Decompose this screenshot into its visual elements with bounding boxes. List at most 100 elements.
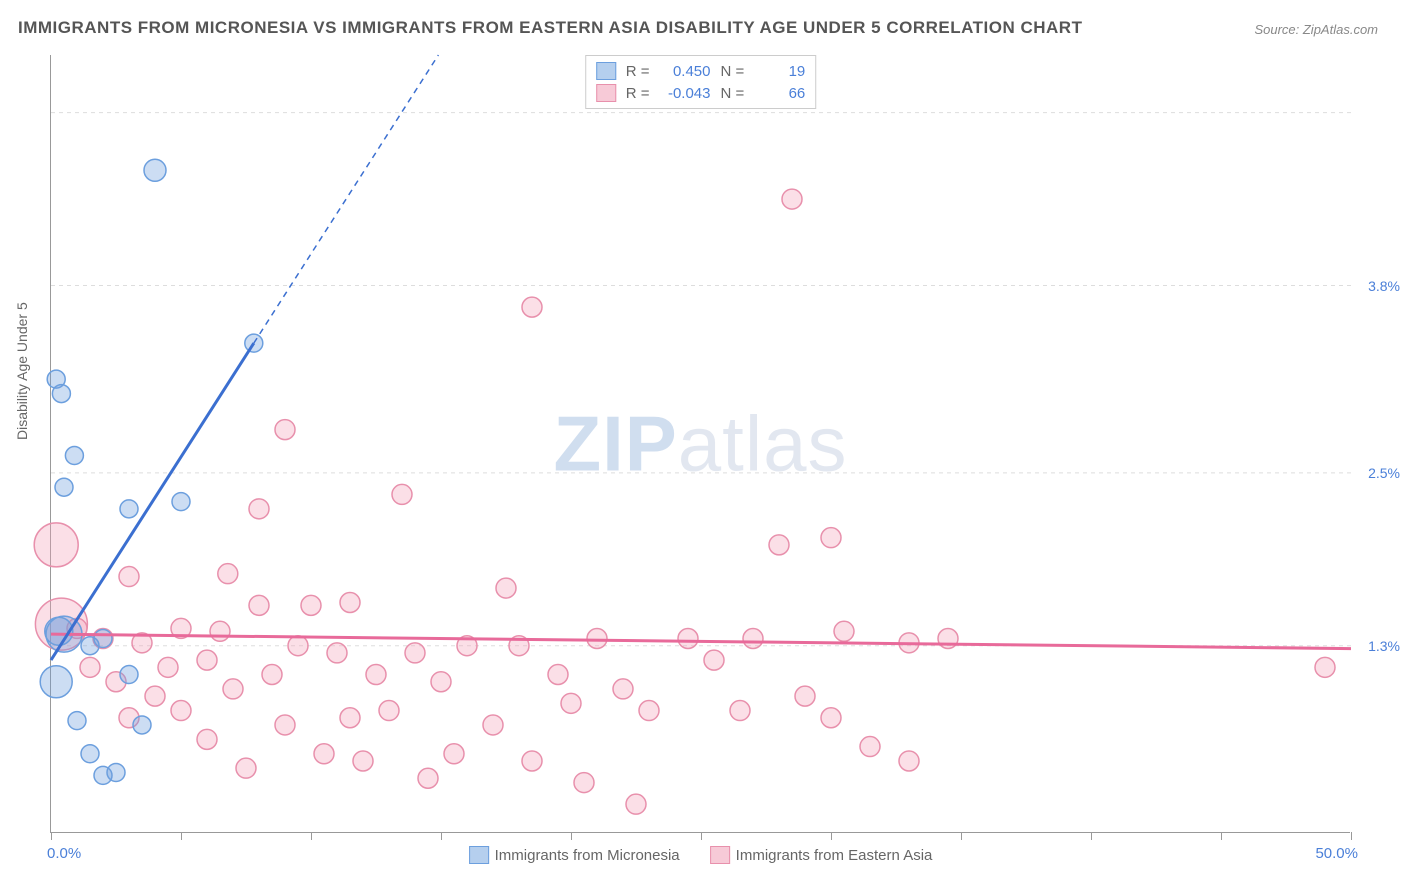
data-point <box>405 643 425 663</box>
legend-item-micronesia: Immigrants from Micronesia <box>469 846 680 864</box>
data-point <box>496 578 516 598</box>
data-point <box>262 665 282 685</box>
data-point <box>94 630 112 648</box>
data-point <box>327 643 347 663</box>
n-value: 19 <box>750 63 805 80</box>
x-axis-min: 0.0% <box>47 845 81 862</box>
data-point <box>172 493 190 511</box>
data-point <box>314 744 334 764</box>
x-tick <box>701 832 702 840</box>
data-point <box>704 650 724 670</box>
x-tick <box>1221 832 1222 840</box>
legend-label: Immigrants from Micronesia <box>495 847 680 864</box>
data-point <box>613 679 633 699</box>
data-point <box>81 745 99 763</box>
data-point <box>144 159 166 181</box>
data-point <box>860 737 880 757</box>
y-tick-label: 3.8% <box>1368 278 1400 294</box>
data-point <box>68 712 86 730</box>
data-point <box>626 794 646 814</box>
n-label: N = <box>721 85 745 102</box>
data-point <box>55 478 73 496</box>
data-point <box>340 592 360 612</box>
data-point <box>171 701 191 721</box>
data-point <box>392 484 412 504</box>
data-point <box>80 657 100 677</box>
data-point <box>120 500 138 518</box>
data-point <box>218 564 238 584</box>
data-point <box>587 629 607 649</box>
data-point <box>210 621 230 641</box>
data-point <box>275 715 295 735</box>
y-tick-label: 2.5% <box>1368 465 1400 481</box>
data-point <box>639 701 659 721</box>
x-tick <box>441 832 442 840</box>
data-point <box>288 636 308 656</box>
y-tick-label: 1.3% <box>1368 638 1400 654</box>
data-point <box>119 567 139 587</box>
data-point <box>223 679 243 699</box>
data-point <box>834 621 854 641</box>
trend-line <box>254 55 439 343</box>
data-point <box>418 768 438 788</box>
x-tick <box>831 832 832 840</box>
trend-line <box>51 343 254 660</box>
data-point <box>1315 657 1335 677</box>
data-point <box>483 715 503 735</box>
x-tick <box>51 832 52 840</box>
x-tick <box>571 832 572 840</box>
data-point <box>522 297 542 317</box>
data-point <box>301 595 321 615</box>
trend-line <box>51 634 1351 648</box>
chart-title: IMMIGRANTS FROM MICRONESIA VS IMMIGRANTS… <box>18 18 1082 38</box>
legend-label: Immigrants from Eastern Asia <box>736 847 933 864</box>
data-point <box>821 528 841 548</box>
r-value: 0.450 <box>656 63 711 80</box>
x-tick <box>961 832 962 840</box>
data-point <box>743 629 763 649</box>
data-point <box>107 763 125 781</box>
data-point <box>444 744 464 764</box>
data-point <box>821 708 841 728</box>
data-point <box>249 595 269 615</box>
data-point <box>561 693 581 713</box>
data-point <box>197 729 217 749</box>
data-point <box>158 657 178 677</box>
data-point <box>730 701 750 721</box>
correlation-legend: R = 0.450 N = 19 R = -0.043 N = 66 <box>585 55 817 109</box>
gridlines <box>51 113 1351 646</box>
swatch-pink-icon <box>596 84 616 102</box>
r-value: -0.043 <box>656 85 711 102</box>
data-point <box>574 773 594 793</box>
swatch-blue-icon <box>596 62 616 80</box>
data-point <box>120 666 138 684</box>
pink-series <box>34 189 1335 814</box>
data-point <box>431 672 451 692</box>
x-tick <box>1091 832 1092 840</box>
data-point <box>275 420 295 440</box>
data-point <box>145 686 165 706</box>
r-label: R = <box>626 63 650 80</box>
legend-row-pink: R = -0.043 N = 66 <box>596 82 806 104</box>
data-point <box>52 385 70 403</box>
data-point <box>769 535 789 555</box>
data-point <box>34 523 78 567</box>
data-point <box>353 751 373 771</box>
data-point <box>236 758 256 778</box>
data-point <box>133 716 151 734</box>
legend-row-blue: R = 0.450 N = 19 <box>596 60 806 82</box>
x-tick <box>1351 832 1352 840</box>
data-point <box>548 665 568 685</box>
legend-item-eastern-asia: Immigrants from Eastern Asia <box>710 846 933 864</box>
x-tick <box>181 832 182 840</box>
scatter-svg <box>51 55 1350 832</box>
source-attribution: Source: ZipAtlas.com <box>1254 22 1378 37</box>
data-point <box>678 629 698 649</box>
data-point <box>249 499 269 519</box>
chart-plot-area: ZIPatlas R = 0.450 N = 19 R = -0.043 N =… <box>50 55 1350 833</box>
data-point <box>782 189 802 209</box>
data-point <box>795 686 815 706</box>
swatch-pink-icon <box>710 846 730 864</box>
data-point <box>40 666 72 698</box>
y-axis-label: Disability Age Under 5 <box>14 302 30 440</box>
